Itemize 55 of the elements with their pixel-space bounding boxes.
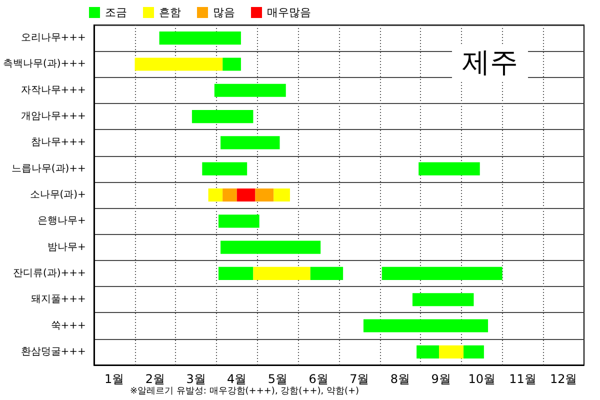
y-tick-label: 은행나무+ <box>38 216 86 227</box>
bar <box>208 188 223 202</box>
x-tick-label: 6월 <box>308 372 328 386</box>
bar <box>274 188 290 202</box>
y-tick-label: 오리나무+++ <box>20 32 86 44</box>
bar <box>220 240 321 254</box>
bar <box>418 162 480 176</box>
bar <box>253 266 310 280</box>
bar <box>222 58 241 71</box>
y-tick-label: 개암나무+++ <box>20 111 86 122</box>
y-tick-label: 느릅나무(과)++ <box>11 163 86 174</box>
y-tick-label: 참나무+++ <box>30 137 86 148</box>
x-tick-label: 1월 <box>104 372 124 386</box>
bar <box>310 266 344 280</box>
bar <box>382 266 502 280</box>
bar <box>236 188 256 202</box>
x-tick-label: 2월 <box>145 372 166 386</box>
y-tick-label: 쑥+++ <box>50 320 86 332</box>
bar <box>218 266 254 280</box>
bar <box>214 84 286 97</box>
bar <box>255 188 274 202</box>
x-tick-label: 12월 <box>550 372 578 386</box>
legend-label: 조금 <box>105 6 127 19</box>
legend-label: 매우많음 <box>267 6 311 19</box>
text: 제주 <box>462 46 518 78</box>
bar <box>220 136 280 150</box>
y-tick-label: 소나무(과)+ <box>30 190 86 200</box>
text: ※알레르기 유발성: 매우강함(+++), 강함(++), 약함(+) <box>130 386 360 396</box>
x-tick-label: 10월 <box>468 372 496 386</box>
x-tick-label: 4월 <box>227 372 247 386</box>
bar <box>363 319 488 332</box>
bar <box>192 110 254 124</box>
x-tick-label: 3월 <box>186 372 206 386</box>
legend-label: 많음 <box>213 6 235 19</box>
legend-label: 흔함 <box>159 6 181 19</box>
bar <box>159 32 241 45</box>
bar <box>464 345 484 358</box>
x-tick-label: 11월 <box>509 372 536 386</box>
y-tick-label: 돼지풀+++ <box>30 294 86 306</box>
x-tick-label: 8월 <box>390 372 410 386</box>
bar <box>134 58 223 71</box>
x-tick-label: 9월 <box>431 372 451 386</box>
x-tick-label: 7월 <box>350 372 370 386</box>
y-tick-label: 환삼덩굴+++ <box>20 346 86 358</box>
bar <box>218 214 260 228</box>
y-tick-label: 밤나무+ <box>48 242 86 253</box>
bar <box>439 345 464 358</box>
bar <box>416 345 440 358</box>
x-tick-label: 5월 <box>268 372 288 386</box>
y-tick-label: 자작나무+++ <box>20 84 86 96</box>
bar <box>222 188 237 202</box>
y-tick-label: 잔디류(과)+++ <box>12 268 86 279</box>
y-tick-label: 측백나무(과)+++ <box>2 58 86 70</box>
bar <box>412 293 474 306</box>
bar <box>202 162 248 176</box>
